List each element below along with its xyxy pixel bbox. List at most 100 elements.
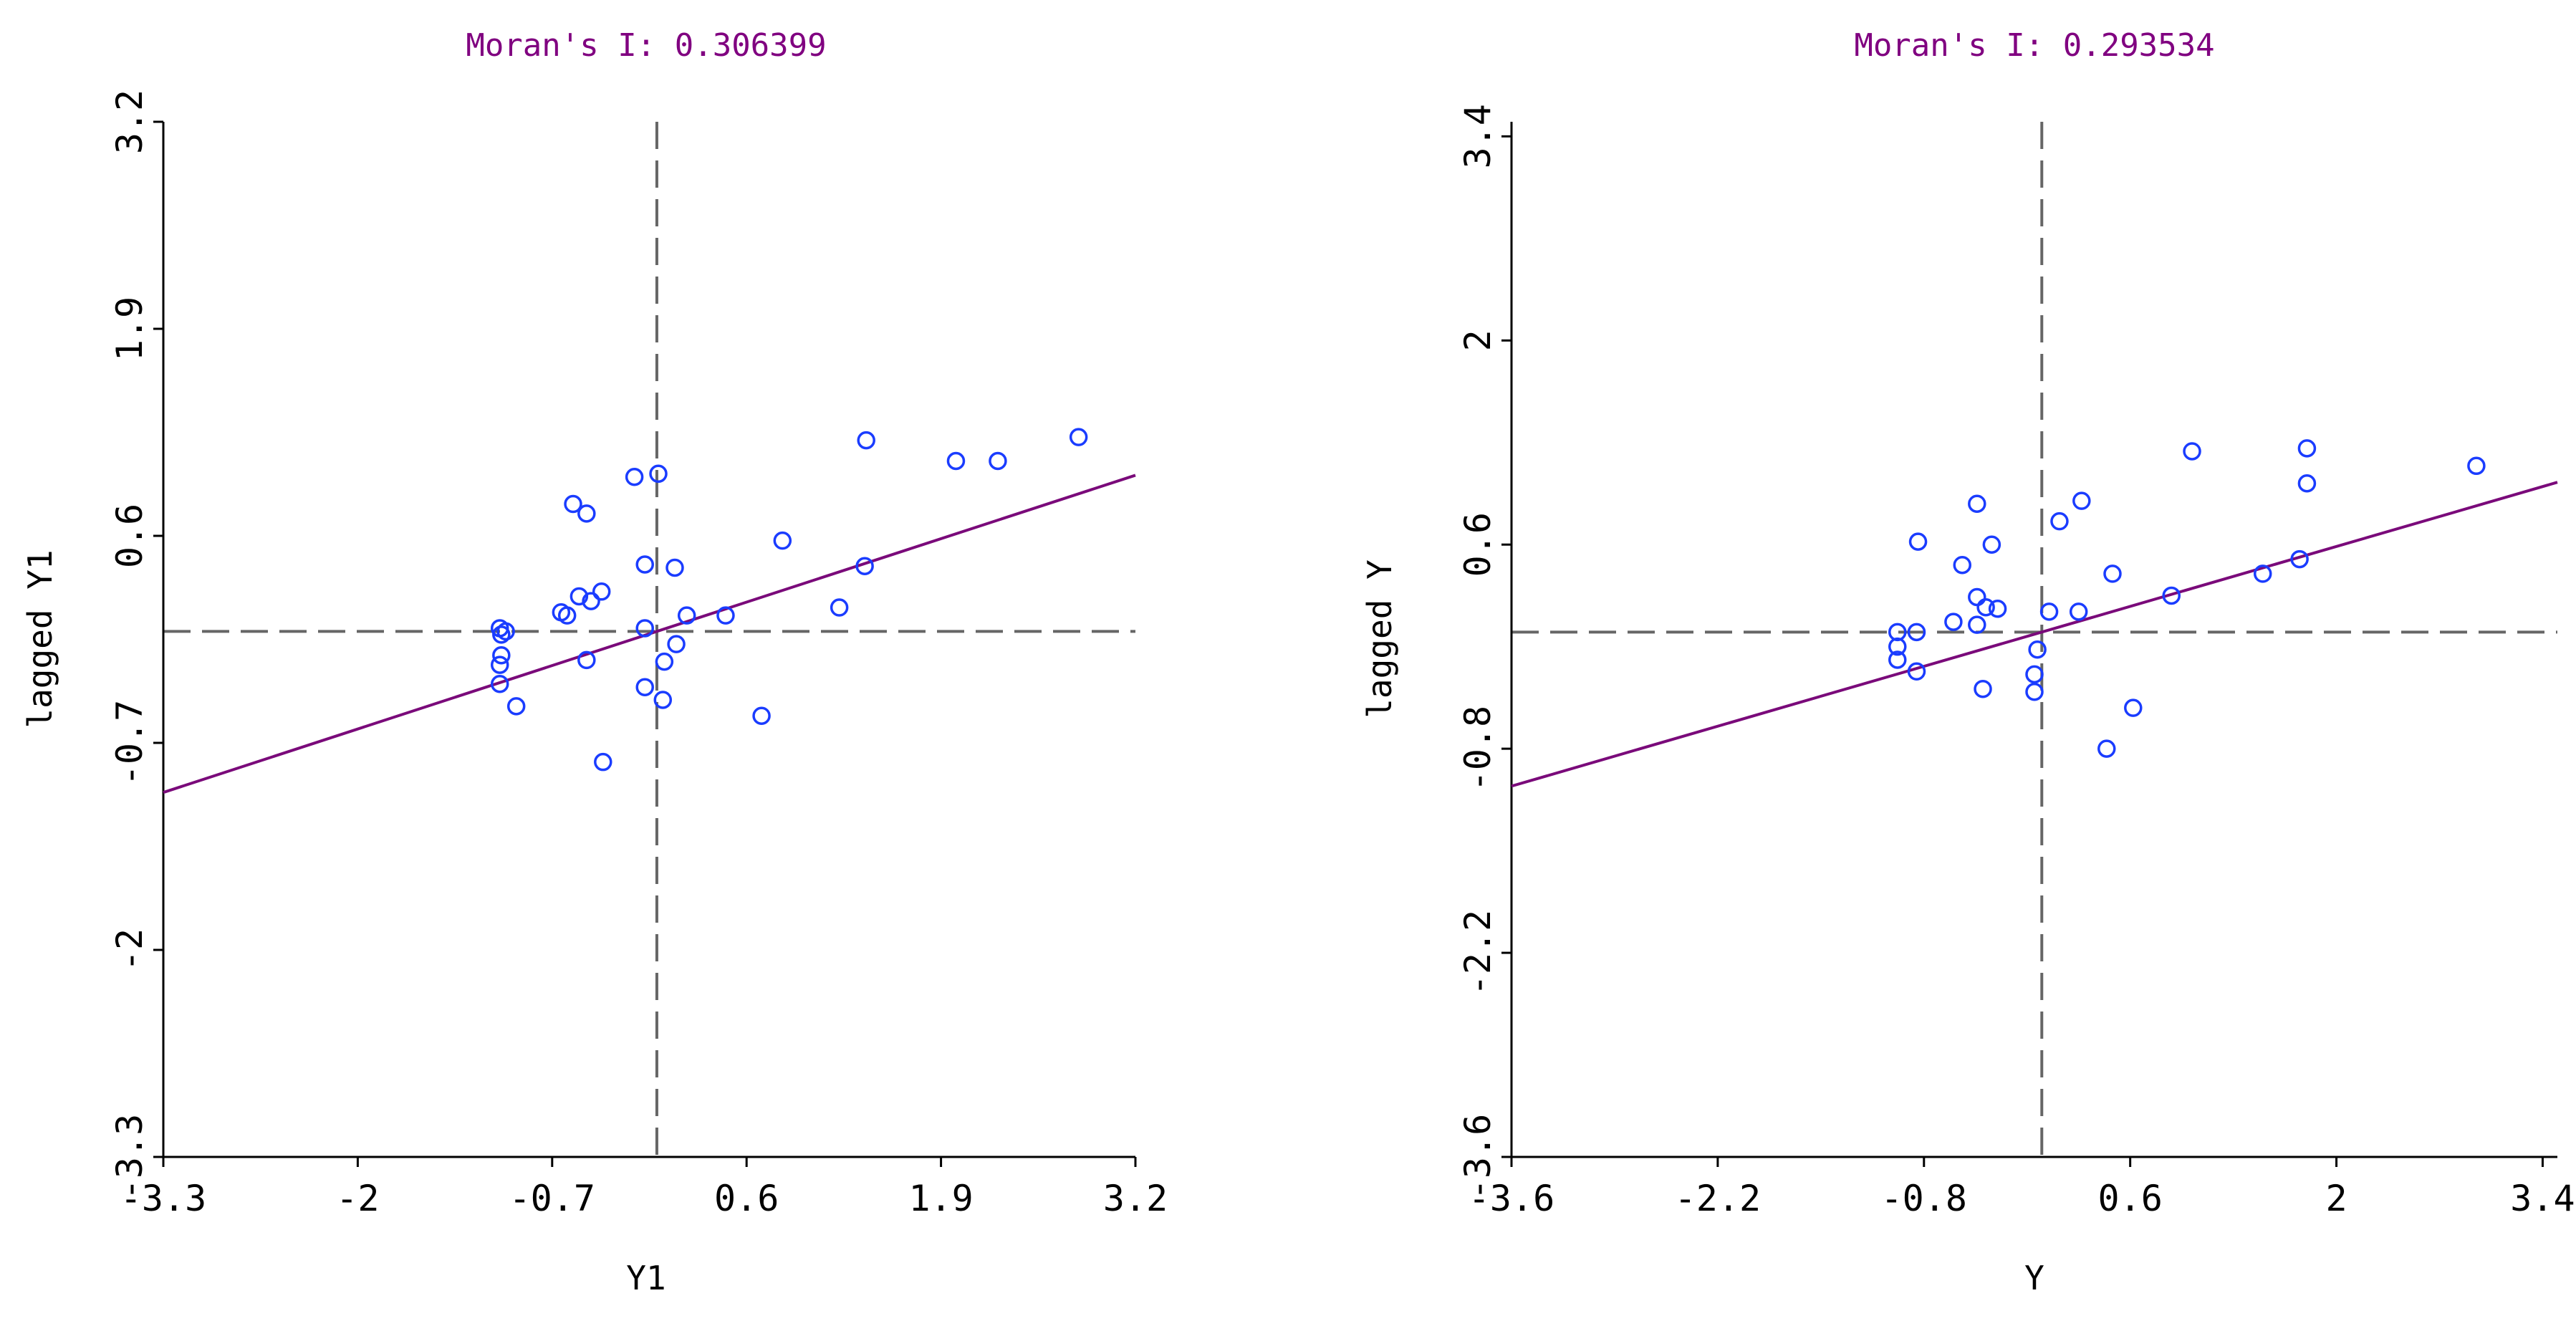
data-point [2025,683,2044,701]
reference-lines [1512,122,2557,1157]
data-point [2097,739,2116,758]
y-tick-label: 0.6 [109,504,150,568]
y-tick-label: 3.2 [109,90,150,154]
data-point [2069,602,2088,621]
moran-scatter-panel-y: Moran's I: 0.293534 -3.6 -2.2 -0.8 0.6 2 3.4 … [1360,27,2575,1297]
y-axis-label: lagged Y [1360,559,1399,719]
data-point [1976,597,1995,617]
x-tick-label: -3.3 [120,1178,206,1219]
data-point [1907,623,1926,642]
data-point [1982,535,2001,554]
data-point [830,598,849,617]
data-point [1968,494,1986,513]
data-point [2072,491,2091,510]
data-point [655,652,674,671]
data-point [594,752,612,772]
data-point [1888,650,1907,669]
data-point [1907,662,1926,681]
data-point [2124,698,2143,717]
data-points [1888,439,2486,758]
data-point [2039,602,2059,621]
data-point [496,622,515,641]
regression-line-segment [1511,481,2558,788]
y-tick-label: -0.8 [1457,706,1499,792]
data-points [490,428,1088,772]
y-tick-label: 3.4 [1457,104,1499,168]
data-point [667,635,686,653]
data-point [506,697,526,716]
y-tick-labels: -3.6 -2.2 -0.8 0.6 2 3.4 [1457,104,1499,1200]
axes [153,120,1137,1167]
data-point [490,655,509,674]
x-tick-label: 1.9 [908,1178,973,1219]
moran-scatter-panel-y1: Moran's I: 0.306399 -3.3 -2 -0.7 0.6 1.9 3.2 … [21,27,1168,1297]
data-point [1968,587,1986,607]
data-point [2028,640,2047,659]
data-point [2162,586,2181,605]
y-tick-label: 0.6 [1457,512,1499,577]
data-point [577,650,596,670]
data-point [2467,456,2486,476]
data-point [1944,612,1963,631]
data-point [989,451,1007,471]
y-tick-label: -0.7 [109,700,150,786]
data-point [635,619,654,638]
data-point [492,625,511,644]
data-point [1974,679,1992,698]
data-point [577,504,596,523]
axes [1501,122,2557,1167]
y-tick-label: 1.9 [109,297,150,361]
reference-lines [163,122,1135,1157]
data-point [653,691,673,709]
x-axis-label: Y [2024,1259,2044,1297]
chart-title: Moran's I: 0.306399 [466,27,826,64]
x-tick-label: 3.2 [1103,1178,1168,1219]
data-point [2050,511,2069,531]
data-point [2183,442,2201,461]
y-axis-label: lagged Y1 [21,549,59,728]
data-point [946,451,966,471]
x-tick-label: 0.6 [2098,1178,2163,1219]
data-point [649,464,668,484]
regression-line [1511,481,2558,788]
data-point [1968,615,1986,634]
data-point [635,678,654,696]
data-point [1069,428,1088,446]
data-point [716,606,735,625]
data-point [1908,532,1928,551]
x-tick-label: 3.4 [2510,1178,2575,1219]
x-tick-label: -0.7 [509,1178,595,1219]
data-point [677,606,696,625]
x-tick-labels: -3.6 -2.2 -0.8 0.6 2 3.4 [1469,1178,2575,1219]
data-point [857,431,875,450]
x-tick-label: 2 [2325,1178,2347,1219]
data-point [2297,439,2317,458]
x-axis-label: Y1 [626,1259,665,1297]
data-point [665,558,684,577]
y-tick-label: 2 [1457,330,1499,351]
data-point [2290,549,2309,569]
data-point [557,606,577,625]
data-point [592,582,611,601]
y-tick-labels: -3.3 -2 -0.7 0.6 1.9 3.2 [109,90,150,1200]
data-point [635,555,654,574]
x-tick-labels: -3.3 -2 -0.7 0.6 1.9 3.2 [120,1178,1168,1219]
data-point [564,494,582,514]
chart-title: Moran's I: 0.293534 [1854,27,2214,64]
x-tick-label: -2.2 [1675,1178,1761,1219]
y-tick-label: -2.2 [1457,910,1499,996]
data-point [490,674,509,693]
data-point [492,645,511,665]
y-tick-label: -3.6 [1457,1114,1499,1200]
data-point [773,531,792,550]
data-point [2103,564,2122,583]
x-tick-label: -3.6 [1469,1178,1554,1219]
y-tick-label: -2 [109,928,150,971]
data-point [855,557,874,575]
x-tick-label: 0.6 [714,1178,779,1219]
data-point [2253,564,2272,583]
data-point [582,592,600,610]
data-point [2297,474,2317,493]
data-point [1953,555,1971,575]
